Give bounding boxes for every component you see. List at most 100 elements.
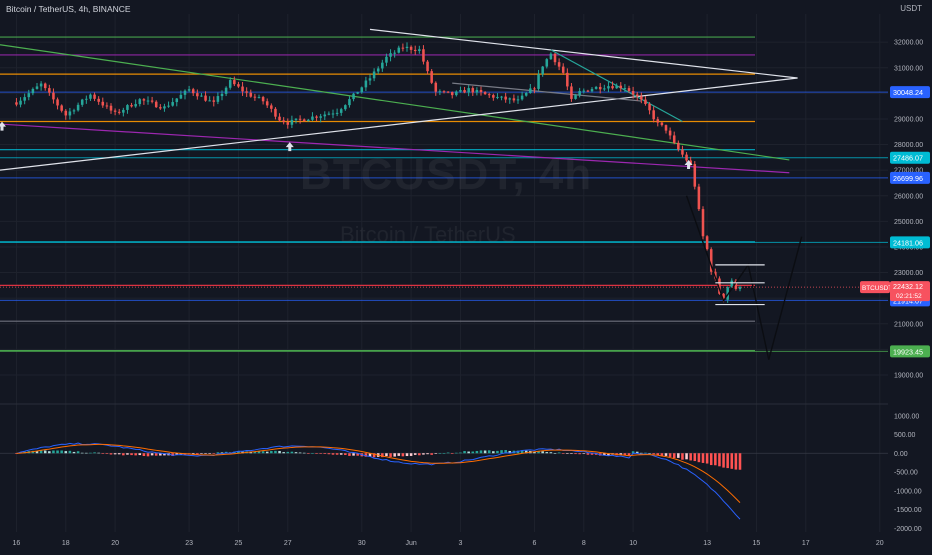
time-tick-label: 15: [753, 540, 761, 547]
macd-histogram-bar: [298, 452, 302, 454]
macd-histogram-bar: [257, 451, 261, 454]
macd-histogram-bar: [520, 450, 524, 454]
price-level-text: 30048.24: [893, 88, 923, 97]
candle-body: [487, 94, 491, 96]
macd-histogram-bar: [730, 453, 734, 469]
macd-histogram-bar: [574, 453, 577, 455]
candle-body: [418, 49, 421, 52]
candle-body: [134, 104, 137, 107]
macd-histogram-bar: [344, 453, 347, 456]
macd-histogram-bar: [508, 450, 512, 454]
candle-body: [730, 280, 734, 288]
macd-histogram-bar: [693, 453, 697, 462]
macd-histogram-bar: [471, 451, 475, 454]
candle-body: [492, 95, 495, 98]
candle-body: [253, 96, 257, 98]
macd-histogram-bar: [150, 453, 154, 456]
macd-histogram-bar: [418, 453, 421, 456]
macd-histogram-bar: [438, 453, 442, 454]
macd-histogram-bar: [409, 453, 413, 456]
candle-body: [627, 88, 631, 91]
macd-histogram-bar: [553, 453, 557, 454]
macd-tick-label: 500.00: [894, 432, 916, 439]
last-price-tag: [890, 281, 930, 302]
candle-body: [311, 116, 314, 120]
candle-body: [668, 130, 672, 136]
macd-line: [16, 442, 741, 520]
candle-body: [561, 66, 565, 73]
macd-histogram-bar: [171, 453, 174, 457]
candle-body: [101, 101, 105, 106]
candle-body: [348, 99, 351, 106]
candle-body: [681, 149, 684, 155]
macd-histogram-bar: [463, 451, 466, 454]
signal-line: [16, 443, 741, 503]
candle-body: [154, 101, 158, 108]
macd-histogram-bar: [607, 453, 610, 456]
macd-histogram-bar: [656, 453, 660, 456]
candle-body: [19, 100, 22, 105]
time-tick-label: 6: [532, 540, 536, 547]
macd-histogram-bar: [672, 453, 676, 459]
macd-histogram-bar: [594, 453, 598, 455]
macd-histogram-bar: [68, 450, 72, 454]
candle-body: [274, 108, 277, 117]
macd-tick-label: 1000.00: [894, 413, 919, 420]
candle-body: [590, 88, 594, 92]
candle-body: [722, 293, 725, 300]
candle-body: [664, 125, 668, 131]
candle-body: [496, 96, 499, 98]
candle-body: [191, 89, 195, 94]
candle-body: [644, 99, 647, 104]
macd-histogram-bar: [467, 451, 470, 454]
candle-body: [360, 87, 364, 93]
macd-histogram-bar: [212, 453, 216, 454]
macd-histogram-bar: [282, 452, 285, 454]
candle-body: [623, 88, 627, 90]
macd-histogram-bar: [261, 451, 265, 454]
candle-body: [397, 47, 401, 53]
macd-histogram-bar: [52, 450, 55, 454]
candle-body: [216, 96, 220, 102]
candle-body: [159, 107, 162, 109]
candle-body: [566, 72, 569, 87]
candle-body: [652, 110, 655, 120]
macd-histogram-bar: [290, 451, 294, 454]
time-tick-label: 30: [358, 540, 366, 547]
candle-body: [393, 52, 396, 54]
price-tick-label: 27000.00: [894, 168, 923, 175]
price-level-text: 27486.07: [893, 154, 923, 163]
time-tick-label: 20: [876, 540, 884, 547]
macd-histogram-bar: [685, 453, 688, 460]
candle-body: [438, 91, 442, 93]
candle-body: [656, 119, 660, 123]
candle-body: [200, 95, 203, 97]
candle-body: [319, 116, 322, 118]
candle-body: [471, 88, 475, 93]
macd-histogram-bar: [64, 451, 68, 454]
macd-histogram-bar: [200, 453, 203, 454]
macd-histogram-bar: [718, 453, 721, 467]
macd-histogram-bar: [80, 452, 84, 454]
macd-histogram-bar: [664, 453, 668, 456]
candle-body: [619, 85, 623, 89]
candle-body: [138, 99, 142, 105]
candle-body: [389, 53, 392, 57]
macd-histogram-bar: [734, 453, 738, 470]
candle-body: [23, 97, 26, 101]
candle-body: [405, 46, 409, 49]
price-level-tag: [890, 86, 930, 99]
candle-body: [237, 84, 240, 87]
price-level-tag: [890, 236, 930, 249]
macd-histogram-bar: [278, 450, 281, 454]
candle-body: [352, 93, 355, 100]
candle-body: [113, 110, 117, 112]
trendline: [0, 123, 790, 174]
macd-histogram-bar: [401, 453, 405, 457]
macd-histogram-bar: [89, 452, 92, 454]
candle-body: [60, 105, 63, 111]
price-level-text: 26699.96: [893, 174, 923, 183]
macd-histogram-bar: [339, 453, 343, 455]
